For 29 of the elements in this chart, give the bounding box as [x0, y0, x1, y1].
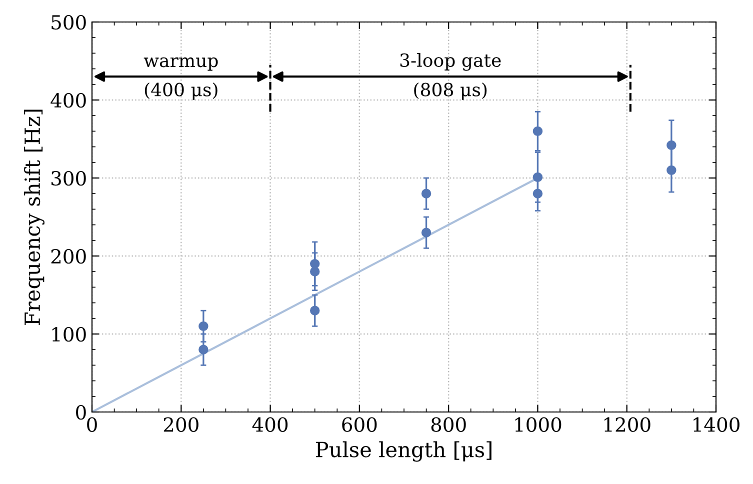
- point: [532, 188, 543, 198]
- x-tick-label: 800: [431, 417, 466, 432]
- point: [310, 266, 320, 276]
- x-axis-title: Pulse length [μs]: [316, 441, 492, 462]
- point: [666, 165, 676, 176]
- y-tick-label: 300: [52, 170, 86, 186]
- x-tick-label: 200: [164, 417, 198, 432]
- x-tick-label: 1400: [694, 417, 740, 432]
- y-tick-label: 400: [50, 92, 86, 108]
- x-tick-label: 1200: [604, 417, 650, 432]
- x-tick-label: 400: [252, 417, 288, 432]
- y-tick-label: 500: [52, 14, 86, 30]
- y-tick-label: 200: [51, 248, 86, 264]
- annotation: 3-loop gate (808 μs): [400, 53, 501, 100]
- annotation: warmup (400 μs): [144, 57, 218, 100]
- point: [532, 126, 543, 136]
- point: [310, 306, 320, 316]
- point: [198, 344, 208, 354]
- point: [310, 258, 320, 269]
- y-tick-label: 100: [52, 326, 86, 342]
- x-tick-label: 0: [87, 417, 97, 432]
- y-axis-title: Frequency shift [Hz]: [24, 110, 44, 325]
- y-tick-label: 0: [76, 404, 86, 420]
- point: [532, 172, 543, 182]
- point: [421, 228, 432, 238]
- x-tick-label: 1000: [515, 417, 562, 432]
- x-tick-label: 600: [342, 417, 377, 432]
- point: [421, 188, 432, 198]
- point: [198, 321, 208, 332]
